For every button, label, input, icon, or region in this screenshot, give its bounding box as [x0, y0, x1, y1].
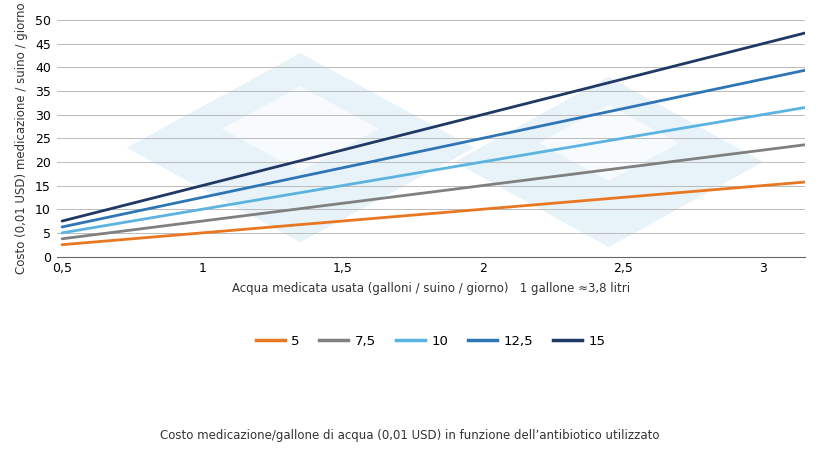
Polygon shape	[126, 53, 473, 242]
X-axis label: Acqua medicata usata (galloni / suino / giorno)   1 gallone ≈3,8 litri: Acqua medicata usata (galloni / suino / …	[232, 282, 629, 295]
Polygon shape	[454, 77, 762, 247]
Polygon shape	[222, 86, 378, 171]
Y-axis label: Costo (0,01 USD) medicazione / suino / giorno: Costo (0,01 USD) medicazione / suino / g…	[15, 2, 28, 274]
Legend: 5, 7,5, 10, 12,5, 15: 5, 7,5, 10, 12,5, 15	[250, 329, 610, 353]
Polygon shape	[538, 105, 678, 181]
Text: Costo medicazione/gallone di acqua (0,01 USD) in funzione dell’antibiotico utili: Costo medicazione/gallone di acqua (0,01…	[160, 429, 659, 442]
